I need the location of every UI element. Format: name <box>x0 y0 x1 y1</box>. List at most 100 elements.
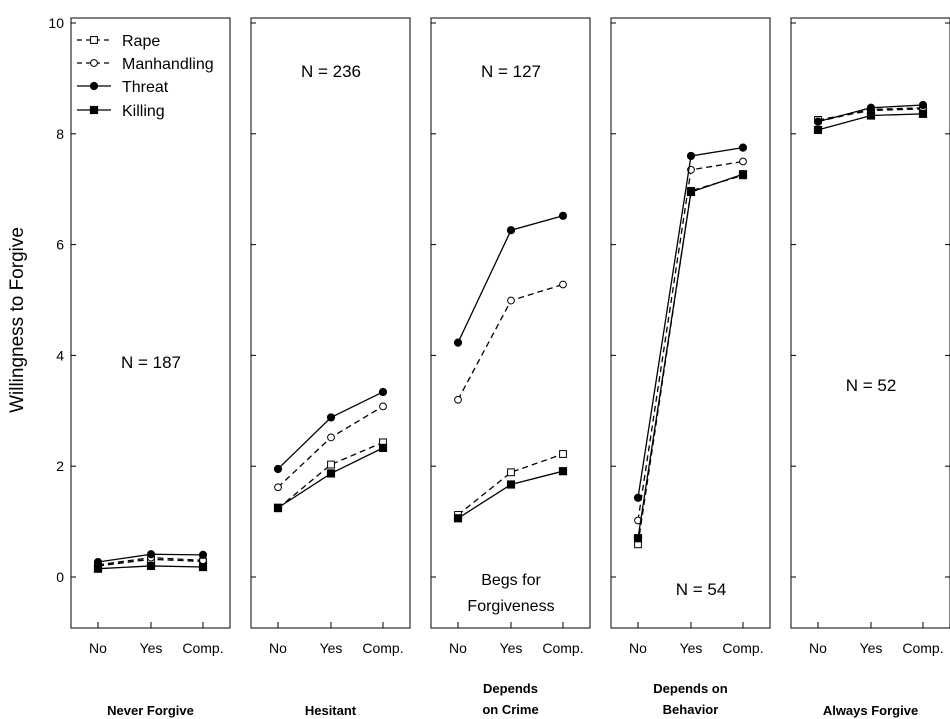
x-tick-label: Comp. <box>182 640 223 656</box>
panel-5: No Yes Comp. N = 52 Always Forgive <box>790 17 950 718</box>
n-label: N = 52 <box>846 376 897 395</box>
y-tick-label: 10 <box>48 15 64 31</box>
y-tick-label: 6 <box>56 237 64 253</box>
panel-title: Never Forgive <box>107 703 194 718</box>
point-threat <box>558 211 568 220</box>
x-tick-label: No <box>449 640 467 656</box>
point-killing <box>453 514 463 523</box>
point-threat <box>378 387 388 397</box>
point-threat <box>326 413 336 422</box>
annotation-line: Forgiveness <box>467 598 554 615</box>
y-tick-label: 8 <box>56 126 64 142</box>
series-line-threat <box>637 147 744 498</box>
legend-entry-rape: Rape <box>77 33 160 50</box>
series-line-manhandling <box>637 160 744 521</box>
point-killing <box>866 111 876 120</box>
series-line-rape <box>637 174 744 545</box>
legend-label: Rape <box>122 33 160 50</box>
panel-title: Depends <box>483 681 538 696</box>
point-manhandling <box>454 395 462 404</box>
point-killing <box>378 443 388 453</box>
series-line-threat <box>457 215 564 343</box>
x-tick-label: No <box>269 640 287 656</box>
legend-label: Threat <box>122 79 169 96</box>
point-killing <box>558 467 568 476</box>
x-tick-label: Comp. <box>542 640 583 656</box>
point-killing <box>198 562 208 572</box>
x-tick-label: No <box>629 640 647 656</box>
point-manhandling <box>507 296 515 305</box>
point-killing <box>738 170 748 179</box>
point-killing <box>506 480 516 489</box>
panel-title: Hesitant <box>305 703 357 718</box>
legend-entry-killing: Killing <box>77 103 165 120</box>
point-threat <box>273 464 283 474</box>
point-threat <box>686 151 696 161</box>
legend: Rape Manhandling Threat Killing <box>77 33 214 120</box>
point-killing <box>273 503 283 512</box>
panel-2: No Yes Comp. N = 236 Hesitant <box>250 17 411 718</box>
legend-marker <box>89 81 99 91</box>
point-manhandling <box>379 402 387 411</box>
y-axis: 0 2 4 6 8 10 <box>48 15 64 585</box>
point-rape <box>559 450 567 458</box>
x-tick-label: Yes <box>320 640 343 656</box>
x-tick-label: Comp. <box>902 640 943 656</box>
n-label: N = 127 <box>481 62 541 81</box>
point-manhandling <box>739 157 747 166</box>
legend-label: Manhandling <box>122 56 214 73</box>
point-threat <box>738 143 748 152</box>
point-killing <box>326 469 336 478</box>
point-manhandling <box>559 280 567 289</box>
series-line-killing <box>637 173 744 539</box>
n-label: N = 236 <box>301 62 361 81</box>
point-manhandling <box>274 483 282 492</box>
panel-title: Behavior <box>663 702 719 717</box>
point-threat <box>918 100 928 110</box>
x-tick-label: Yes <box>680 640 703 656</box>
point-killing <box>686 187 696 197</box>
series-line-killing <box>277 447 384 509</box>
x-tick-label: Yes <box>500 640 523 656</box>
panel-4: No Yes Comp. N = 54 Depends on Behavior <box>610 17 771 717</box>
x-tick-label: Yes <box>140 640 163 656</box>
legend-label: Killing <box>122 103 165 120</box>
x-tick-label: Yes <box>860 640 883 656</box>
point-threat <box>633 493 643 502</box>
series-line-rape <box>457 453 564 516</box>
point-threat <box>813 117 823 126</box>
point-killing <box>633 534 643 543</box>
point-threat <box>198 550 208 559</box>
panel-title: on Crime <box>482 702 538 717</box>
n-label: N = 54 <box>676 580 727 599</box>
panel-title: Always Forgive <box>823 703 918 718</box>
point-killing <box>146 561 156 571</box>
point-threat <box>93 557 103 567</box>
point-manhandling <box>327 433 335 442</box>
n-label: N = 187 <box>121 353 181 372</box>
legend-entry-manhandling: Manhandling <box>77 56 214 73</box>
point-rape <box>327 460 335 469</box>
panel-title: Depends on <box>653 681 727 696</box>
y-tick-label: 2 <box>56 458 64 474</box>
point-killing <box>813 125 823 135</box>
series-line-threat <box>277 391 384 470</box>
point-manhandling <box>634 516 642 525</box>
legend-marker <box>89 105 99 115</box>
y-tick-label: 4 <box>56 347 64 363</box>
series-line-rape <box>277 441 384 509</box>
legend-entry-threat: Threat <box>77 79 169 96</box>
y-axis-label: Willingness to Forgive <box>7 227 28 413</box>
point-threat <box>506 226 516 235</box>
series-line-killing <box>457 470 564 519</box>
annotation-line: Begs for <box>481 572 541 589</box>
y-tick-label: 0 <box>56 569 64 585</box>
panel-frame <box>250 17 411 629</box>
legend-marker <box>90 36 98 44</box>
panel-3: No Yes Comp. N = 127 Depends on Crime Begs for… <box>430 17 591 717</box>
point-killing <box>93 564 103 573</box>
point-threat <box>146 550 156 559</box>
panel-frame <box>430 17 591 629</box>
point-rape <box>507 468 515 477</box>
